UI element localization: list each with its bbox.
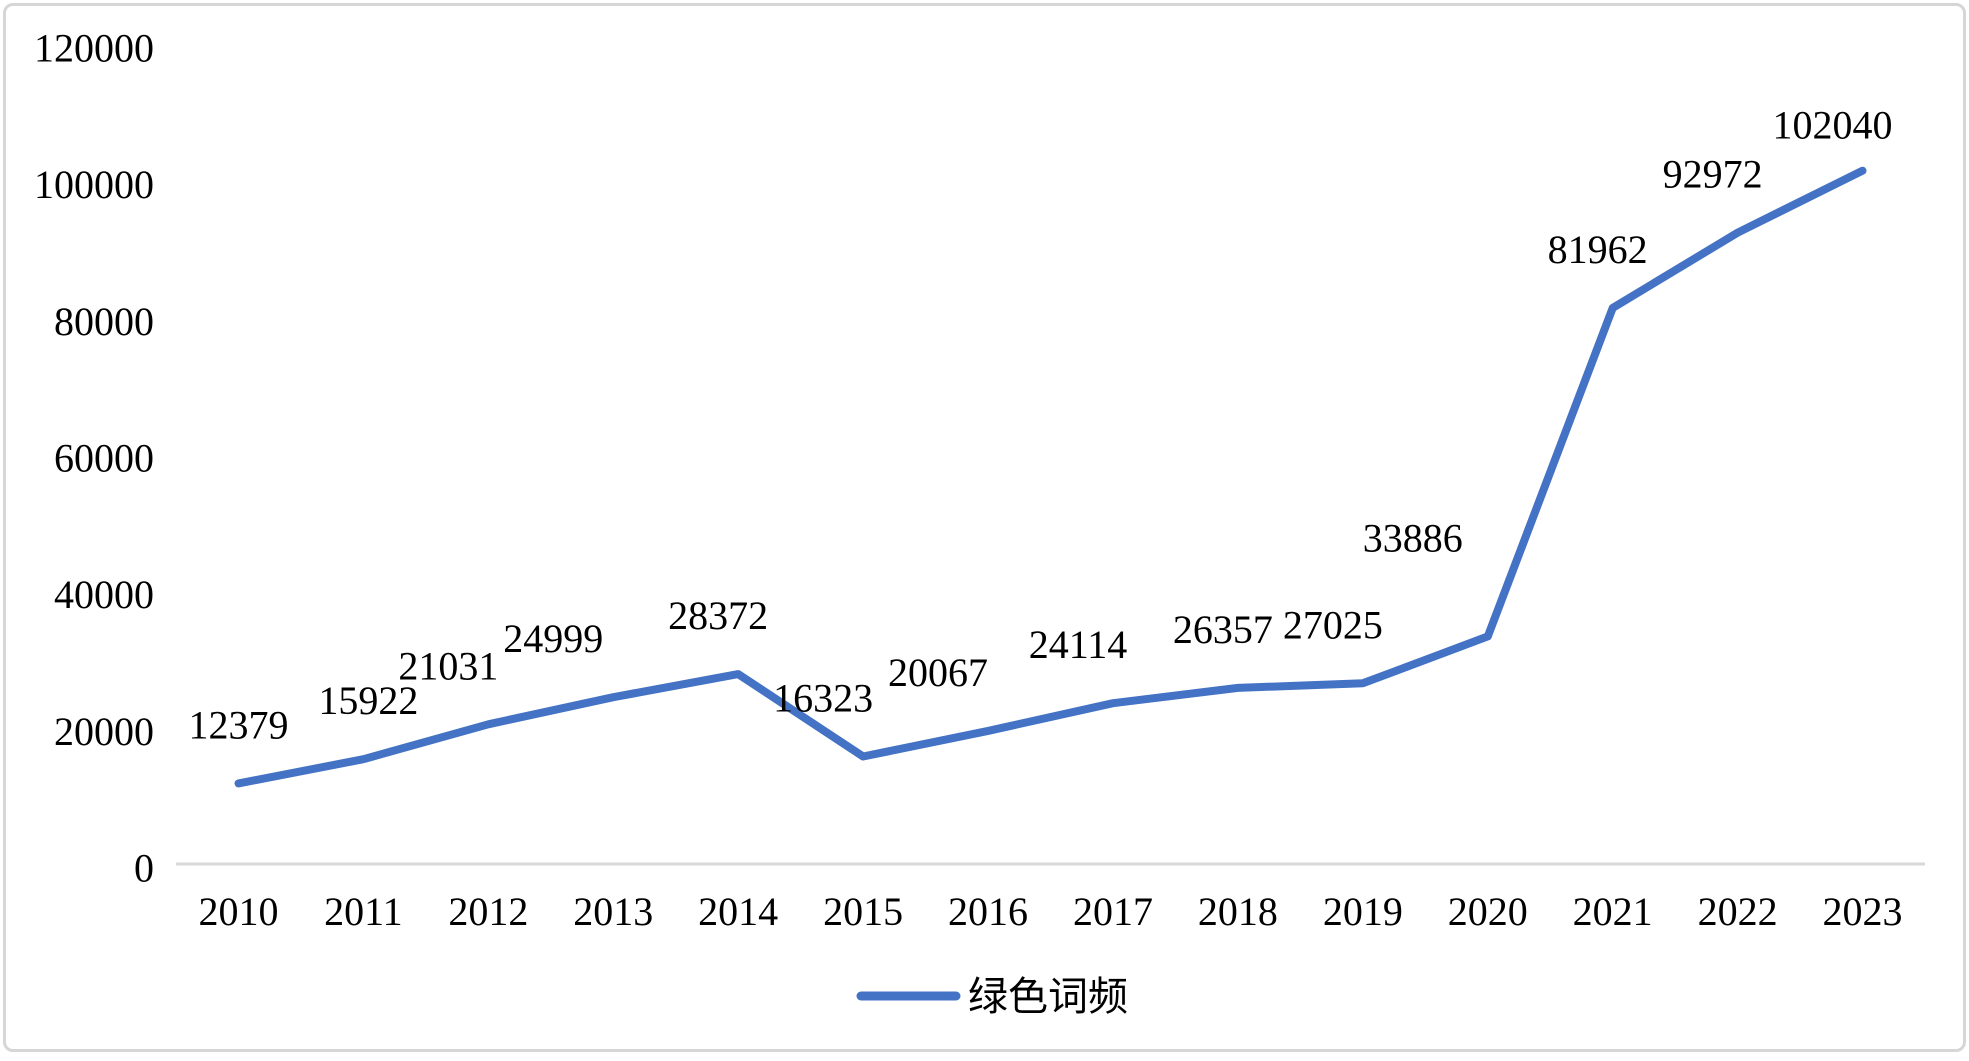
- data-point-label: 16323: [773, 675, 873, 720]
- data-point-label: 21031: [398, 643, 498, 688]
- series-polyline: [234, 166, 1867, 788]
- data-point-label: 28372: [668, 593, 768, 638]
- x-axis-category-label: 2017: [1073, 889, 1153, 934]
- chart-frame: 0 20000 40000 60000 80000 100000 120000 2010 20…: [3, 3, 1966, 1052]
- x-axis-category-label: 2013: [573, 889, 653, 934]
- data-point-label: 20067: [888, 650, 988, 695]
- x-axis-category-label: 2016: [948, 889, 1028, 934]
- x-axis-category-label: 2014: [698, 889, 778, 934]
- chart-legend: 绿色词频: [856, 974, 1128, 1019]
- x-axis-category-label: 2015: [823, 889, 903, 934]
- data-point-label: 27025: [1283, 602, 1383, 647]
- x-axis-category-label: 2010: [198, 889, 278, 934]
- data-point-label: 24114: [1029, 622, 1128, 667]
- data-point-label: 12379: [188, 702, 288, 747]
- y-axis-tick-label: 80000: [54, 299, 154, 344]
- data-series-line: [234, 166, 1867, 788]
- x-axis-category-label: 2012: [448, 889, 528, 934]
- y-axis-tick-label: 60000: [54, 436, 154, 481]
- data-point-label: 24999: [503, 616, 603, 661]
- x-axis-category-label: 2011: [324, 889, 403, 934]
- x-axis-category-label: 2018: [1198, 889, 1278, 934]
- data-point-label: 33886: [1363, 515, 1463, 560]
- x-axis-category-label: 2020: [1448, 889, 1528, 934]
- data-point-label: 102040: [1773, 103, 1893, 148]
- y-axis-tick-label: 20000: [54, 709, 154, 754]
- y-axis-tick-label: 0: [134, 846, 154, 891]
- y-axis-tick-label: 120000: [34, 26, 154, 71]
- data-point-label: 81962: [1548, 227, 1648, 272]
- x-axis-category-label: 2023: [1823, 889, 1903, 934]
- x-axis-category-label: 2022: [1698, 889, 1778, 934]
- y-axis-tick-label: 100000: [34, 162, 154, 207]
- x-axis-category-label: 2021: [1573, 889, 1653, 934]
- x-axis-category-label: 2019: [1323, 889, 1403, 934]
- x-axis-category-labels: 2010 2011 2012 2013 2014 2015 2016 2017 2018 2019…: [198, 889, 1902, 934]
- data-point-label: 92972: [1663, 152, 1763, 197]
- y-axis-tick-label: 40000: [54, 572, 154, 617]
- legend-label: 绿色词频: [968, 974, 1128, 1019]
- data-point-label: 26357: [1173, 607, 1273, 652]
- y-axis-tick-labels: 0 20000 40000 60000 80000 100000 120000: [34, 26, 154, 891]
- data-point-label: 15922: [318, 678, 418, 723]
